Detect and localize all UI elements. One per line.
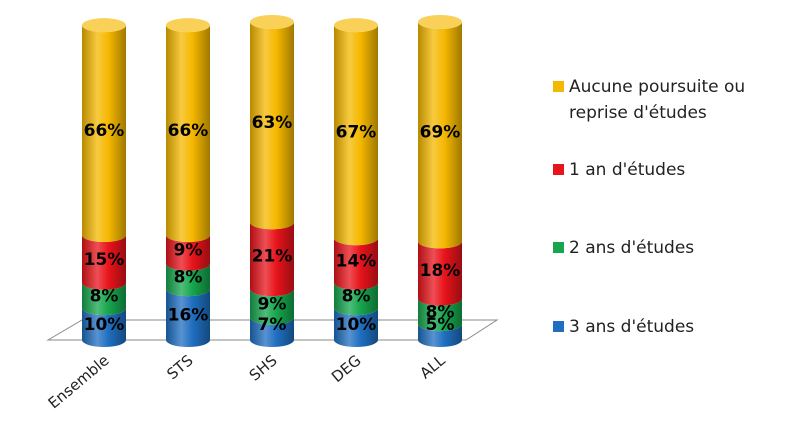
legend-item-1-an: 1 an d'études <box>553 157 799 183</box>
data-label-deg-2: 14% <box>336 252 377 272</box>
legend-label-2-ans: 2 ans d'études <box>569 238 695 258</box>
stack-shs <box>250 15 294 347</box>
segment-ensemble-0 <box>82 308 126 347</box>
segment-all-1 <box>418 298 462 332</box>
category-label-ensemble: Ensemble <box>45 351 113 412</box>
category-label-deg: DEG <box>328 351 365 386</box>
data-label-deg-0: 10% <box>336 315 377 335</box>
data-label-shs-0: 7% <box>258 315 287 335</box>
legend-item-2-ans: 2 ans d'études <box>553 235 799 261</box>
data-label-sts-1: 8% <box>174 267 203 287</box>
segment-ensemble-3 <box>82 25 126 243</box>
legend-item-aucune: Aucune poursuite ou reprise d'études <box>553 74 799 126</box>
legend: Aucune poursuite ou reprise d'études 1 a… <box>553 0 799 443</box>
segment-deg-3 <box>334 25 378 246</box>
data-label-deg-3: 67% <box>336 123 377 143</box>
cylinder-top-all <box>418 15 462 29</box>
data-label-all-3: 69% <box>420 123 461 143</box>
segment-sts-2 <box>166 235 210 271</box>
legend-swatch-3-ans <box>553 321 564 332</box>
legend-label-3-ans: 3 ans d'études <box>569 317 695 337</box>
data-label-sts-3: 66% <box>168 121 209 141</box>
segment-all-0 <box>418 324 462 347</box>
segment-sts-0 <box>166 289 210 347</box>
data-label-sts-0: 16% <box>168 306 209 326</box>
data-label-shs-1: 9% <box>258 294 287 314</box>
legend-label-aucune: Aucune poursuite ou reprise d'études <box>569 77 746 123</box>
category-label-sts: STS <box>163 351 196 383</box>
chart: 10%8%15%66%Ensemble16%8%9%66%STS7%9%21%6… <box>45 15 499 412</box>
data-label-ensemble-2: 15% <box>84 250 125 270</box>
segment-ensemble-1 <box>82 282 126 316</box>
segment-shs-1 <box>250 289 294 325</box>
stack-all <box>418 15 462 347</box>
data-label-deg-1: 8% <box>342 286 371 306</box>
data-label-ensemble-3: 66% <box>84 121 125 141</box>
stack-sts <box>166 18 210 347</box>
data-label-ensemble-0: 10% <box>84 315 125 335</box>
legend-swatch-1-an <box>553 164 564 175</box>
stack-ensemble <box>82 18 126 347</box>
data-label-all-0: 5% <box>426 315 455 335</box>
cylinder-top-sts <box>166 18 210 33</box>
legend-item-3-ans: 3 ans d'études <box>553 314 799 340</box>
stack-deg <box>334 18 378 347</box>
category-label-all: ALL <box>416 351 449 383</box>
segment-all-2 <box>418 241 462 306</box>
segment-ensemble-2 <box>82 235 126 290</box>
segment-all-3 <box>418 22 462 249</box>
segment-shs-0 <box>250 317 294 347</box>
segment-sts-3 <box>166 25 210 243</box>
data-label-shs-3: 63% <box>252 113 293 133</box>
segment-shs-3 <box>250 22 294 230</box>
segment-deg-2 <box>334 238 378 290</box>
segment-sts-1 <box>166 263 210 297</box>
segment-shs-2 <box>250 222 294 297</box>
legend-swatch-aucune <box>553 81 564 92</box>
data-label-sts-2: 9% <box>174 240 203 260</box>
cylinder-top-shs <box>250 15 294 29</box>
cylinder-top-ensemble <box>82 18 126 33</box>
segment-deg-1 <box>334 282 378 316</box>
legend-swatch-2-ans <box>553 242 564 253</box>
category-label-shs: SHS <box>246 351 281 384</box>
data-label-shs-2: 21% <box>252 247 293 267</box>
data-label-ensemble-1: 8% <box>90 286 119 306</box>
data-label-all-2: 18% <box>420 261 461 281</box>
cylinder-top-deg <box>334 18 378 33</box>
legend-label-1-an: 1 an d'études <box>569 160 686 180</box>
segment-deg-0 <box>334 308 378 347</box>
data-label-all-1: 8% <box>426 302 455 322</box>
